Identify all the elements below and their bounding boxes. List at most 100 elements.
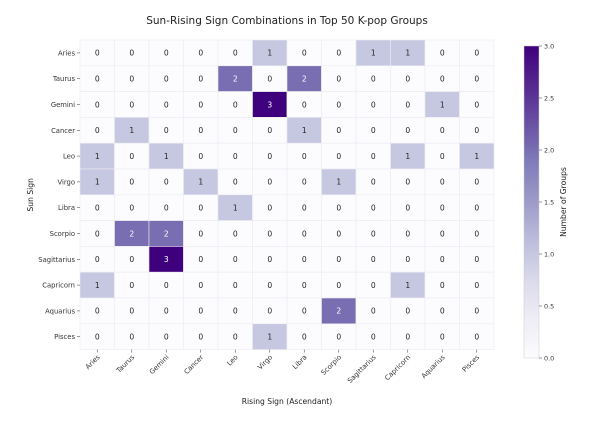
cell-value-label: 0 xyxy=(371,281,376,290)
heatmap-cell xyxy=(459,246,495,273)
cell-value-label: 0 xyxy=(440,204,445,213)
heatmap-cell xyxy=(355,117,391,144)
cell-value-label: 0 xyxy=(198,75,203,84)
cell-value-label: 0 xyxy=(233,152,238,161)
heatmap-cell xyxy=(286,168,322,196)
heatmap-cell xyxy=(252,168,288,196)
heatmap-cell xyxy=(390,323,426,350)
cell-value-label: 0 xyxy=(371,126,376,135)
heatmap-cell xyxy=(321,142,357,170)
heatmap-cell xyxy=(390,117,426,144)
heatmap-cell xyxy=(286,297,322,325)
cell-value-label: 0 xyxy=(129,307,134,316)
cell-value-label: 0 xyxy=(405,126,410,135)
cell-value-label: 0 xyxy=(164,307,169,316)
cell-value-label: 0 xyxy=(474,307,479,316)
y-tick-label: Scorpio xyxy=(50,230,75,238)
x-tick-label: Leo xyxy=(226,353,240,367)
heatmap-cell xyxy=(114,297,150,325)
cell-value-label: 1 xyxy=(405,152,410,161)
cell-value-label: 0 xyxy=(336,100,341,109)
cell-value-label: 0 xyxy=(198,307,203,316)
cell-value-label: 2 xyxy=(302,75,307,84)
heatmap-cell xyxy=(355,246,391,273)
cell-value-label: 0 xyxy=(233,229,238,238)
heatmap-cell xyxy=(459,65,495,92)
cell-value-label: 0 xyxy=(198,229,203,238)
heatmap-cell xyxy=(459,39,495,67)
cell-value-label: 0 xyxy=(267,204,272,213)
cell-value-label: 0 xyxy=(302,229,307,238)
heatmap-cell xyxy=(321,39,357,67)
heatmap-cell xyxy=(183,297,219,325)
heatmap-cell xyxy=(79,39,115,67)
cell-value-label: 0 xyxy=(336,49,341,58)
heatmap-cell xyxy=(424,65,460,92)
cell-value-label: 0 xyxy=(302,100,307,109)
heatmap-cells: 0 0 0 0 0 1 0 0 1 1 0 0 0 0 0 0 2 0 2 0 0 0 0 0 0 0 0 0 0 3 0 0 0 0 1 0 0 1 0 0… xyxy=(79,39,495,350)
cell-value-label: 0 xyxy=(474,126,479,135)
cell-value-label: 0 xyxy=(129,75,134,84)
heatmap-cell xyxy=(252,142,288,170)
cell-value-label: 0 xyxy=(440,255,445,264)
cell-value-label: 0 xyxy=(336,152,341,161)
heatmap-cell xyxy=(79,220,115,247)
cell-value-label: 0 xyxy=(267,126,272,135)
heatmap-cell xyxy=(148,297,184,325)
cell-value-label: 0 xyxy=(371,333,376,342)
colorbar-tick-label: 2.0 xyxy=(544,146,554,154)
cell-value-label: 1 xyxy=(198,178,203,187)
y-tick-label: Capricorn xyxy=(42,282,75,290)
heatmap-cell xyxy=(459,168,495,196)
heatmap-cell xyxy=(321,246,357,273)
cell-value-label: 0 xyxy=(440,49,445,58)
cell-value-label: 0 xyxy=(302,204,307,213)
cell-value-label: 0 xyxy=(164,204,169,213)
cell-value-label: 0 xyxy=(440,229,445,238)
cell-value-label: 0 xyxy=(129,178,134,187)
heatmap-cell xyxy=(148,323,184,350)
heatmap-cell xyxy=(148,246,184,273)
heatmap-cell xyxy=(79,194,115,221)
cell-value-label: 0 xyxy=(371,255,376,264)
heatmap-cell xyxy=(252,194,288,221)
chart-title: Sun-Rising Sign Combinations in Top 50 K… xyxy=(146,15,428,27)
heatmap-cell xyxy=(321,168,357,196)
cell-value-label: 1 xyxy=(129,126,134,135)
cell-value-label: 0 xyxy=(164,178,169,187)
cell-value-label: 1 xyxy=(405,281,410,290)
cell-value-label: 0 xyxy=(198,100,203,109)
cell-value-label: 0 xyxy=(302,281,307,290)
heatmap-cell xyxy=(114,271,150,299)
heatmap-cell xyxy=(321,65,357,92)
heatmap-cell xyxy=(79,142,115,170)
heatmap-cell xyxy=(286,220,322,247)
heatmap-cell xyxy=(390,168,426,196)
cell-value-label: 0 xyxy=(198,152,203,161)
x-tick-label: Gemini xyxy=(148,353,171,376)
heatmap-cell xyxy=(459,91,495,118)
cell-value-label: 0 xyxy=(95,307,100,316)
heatmap-cell xyxy=(390,271,426,299)
heatmap-cell xyxy=(390,65,426,92)
heatmap-cell xyxy=(79,246,115,273)
cell-value-label: 2 xyxy=(336,307,341,316)
x-tick-label: Capricorn xyxy=(383,353,412,382)
cell-value-label: 0 xyxy=(95,49,100,58)
heatmap-cell xyxy=(217,220,253,247)
y-tick-label: Gemini xyxy=(51,101,75,109)
cell-value-label: 1 xyxy=(267,49,272,58)
x-axis-label: Rising Sign (Ascendant) xyxy=(242,397,333,406)
heatmap-cell xyxy=(252,65,288,92)
cell-value-label: 0 xyxy=(198,204,203,213)
heatmap-cell xyxy=(286,194,322,221)
cell-value-label: 0 xyxy=(233,255,238,264)
cell-value-label: 0 xyxy=(405,333,410,342)
cell-value-label: 2 xyxy=(233,75,238,84)
cell-value-label: 0 xyxy=(302,333,307,342)
cell-value-label: 0 xyxy=(474,333,479,342)
colorbar-tick-label: 2.5 xyxy=(544,94,554,102)
heatmap-cell xyxy=(424,297,460,325)
cell-value-label: 0 xyxy=(474,100,479,109)
x-tick-label: Aries xyxy=(84,353,102,371)
